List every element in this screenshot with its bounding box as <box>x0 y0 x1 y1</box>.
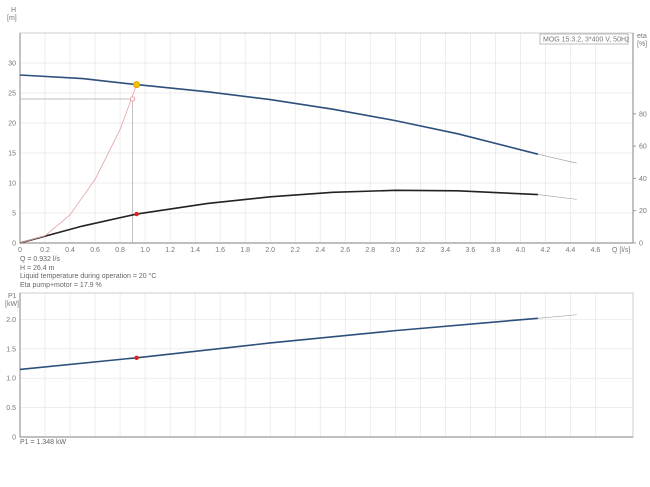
x-tick-label: 4.4 <box>566 247 576 254</box>
title-box-text: MOG 15.3.2, 3*400 V, 50Hz <box>543 37 630 44</box>
x-tick-label: 4.0 <box>516 247 526 254</box>
duty-readout: Q = 0.932 l/s H = 26.4 m Liquid temperat… <box>20 256 156 290</box>
y-tick-label-h: 10 <box>8 181 16 188</box>
x-tick-label: 3.2 <box>415 247 425 254</box>
y-axis-label-eta: eta <box>637 33 647 40</box>
x-tick-label: 1.0 <box>140 247 150 254</box>
curve-P1 <box>19 317 538 371</box>
p1-readout: P1 = 1.348 kW <box>20 439 67 446</box>
curve-H-extension <box>537 153 577 164</box>
x-tick-label: 1.8 <box>240 247 250 254</box>
x-tick-label: 1.2 <box>165 247 175 254</box>
p1-point-marker <box>134 355 139 360</box>
readout-h: H = 26.4 m <box>20 264 55 272</box>
readout-temp: Liquid temperature during operation = 20… <box>20 273 157 280</box>
x-tick-label: 3.6 <box>466 247 476 254</box>
y-tick-label-eta: 80 <box>639 111 647 118</box>
required-point-lines <box>20 98 133 243</box>
y-tick-label-h: 20 <box>8 121 16 128</box>
readout-q: Q = 0.932 l/s <box>20 256 60 263</box>
curve-H <box>19 74 539 155</box>
y-axis-label-h: H <box>11 7 16 14</box>
x-tick-label: 0.4 <box>65 247 75 254</box>
x-tick-label: 0 <box>18 247 22 254</box>
curve-eta-extension <box>537 194 577 200</box>
y-tick-label-eta: 60 <box>639 144 647 151</box>
x-tick-label: 0.6 <box>90 247 100 254</box>
x-axis-label: Q [l/s] <box>612 247 630 254</box>
y-tick-label-h: 30 <box>8 61 16 68</box>
plot-frame-p1 <box>19 292 634 438</box>
x-tick-label: 2.0 <box>265 247 275 254</box>
x-tick-label: 3.0 <box>390 247 400 254</box>
x-tick-label: 3.4 <box>440 247 450 254</box>
curve-eta <box>19 189 538 244</box>
eta-point-marker <box>134 211 139 217</box>
title-box <box>539 33 629 45</box>
y-tick-label-h: 25 <box>8 91 16 98</box>
y-axis-label-p1: P1 <box>8 293 17 300</box>
y-tick-label-p1: 0 <box>12 435 16 442</box>
y-tick-label-p1: 0.5 <box>6 405 16 412</box>
plot-frame-h <box>19 32 634 244</box>
curve-P1-extension <box>537 314 577 319</box>
readout-eta: Eta pump+motor = 17.9 % <box>20 281 102 289</box>
y-tick-label-h: 5 <box>12 211 16 218</box>
required-point-marker <box>129 96 136 102</box>
y-tick-label-h: 15 <box>8 151 16 158</box>
x-tick-label: 1.4 <box>190 247 200 254</box>
duty-point-marker <box>133 81 141 89</box>
y-axis-label-p1-unit: [kW] <box>5 301 19 308</box>
y-axis-label-eta-unit: [%] <box>637 41 647 48</box>
x-tick-label: 2.4 <box>315 247 325 254</box>
y-tick-label-eta: 0 <box>639 241 643 248</box>
y-tick-label-p1: 1.0 <box>6 376 16 383</box>
y-axis-label-h-unit: [m] <box>7 15 17 22</box>
y-tick-label-eta: 20 <box>639 208 647 215</box>
x-tick-label: 3.8 <box>491 247 501 254</box>
x-tick-label: 2.6 <box>340 247 350 254</box>
x-tick-label: 0.8 <box>115 247 125 254</box>
y-tick-label-p1: 2.0 <box>6 317 16 324</box>
x-tick-label: 2.2 <box>290 247 300 254</box>
y-tick-label-eta: 40 <box>639 176 647 183</box>
x-tick-label: 2.8 <box>365 247 375 254</box>
curve-system <box>19 84 137 244</box>
y-tick-label-p1: 1.5 <box>6 346 16 353</box>
x-tick-label: 1.6 <box>215 247 225 254</box>
x-tick-label: 4.6 <box>591 247 601 254</box>
x-tick-label: 4.2 <box>541 247 551 254</box>
x-tick-label: 0.2 <box>40 247 50 254</box>
y-tick-label-h: 0 <box>12 241 16 248</box>
